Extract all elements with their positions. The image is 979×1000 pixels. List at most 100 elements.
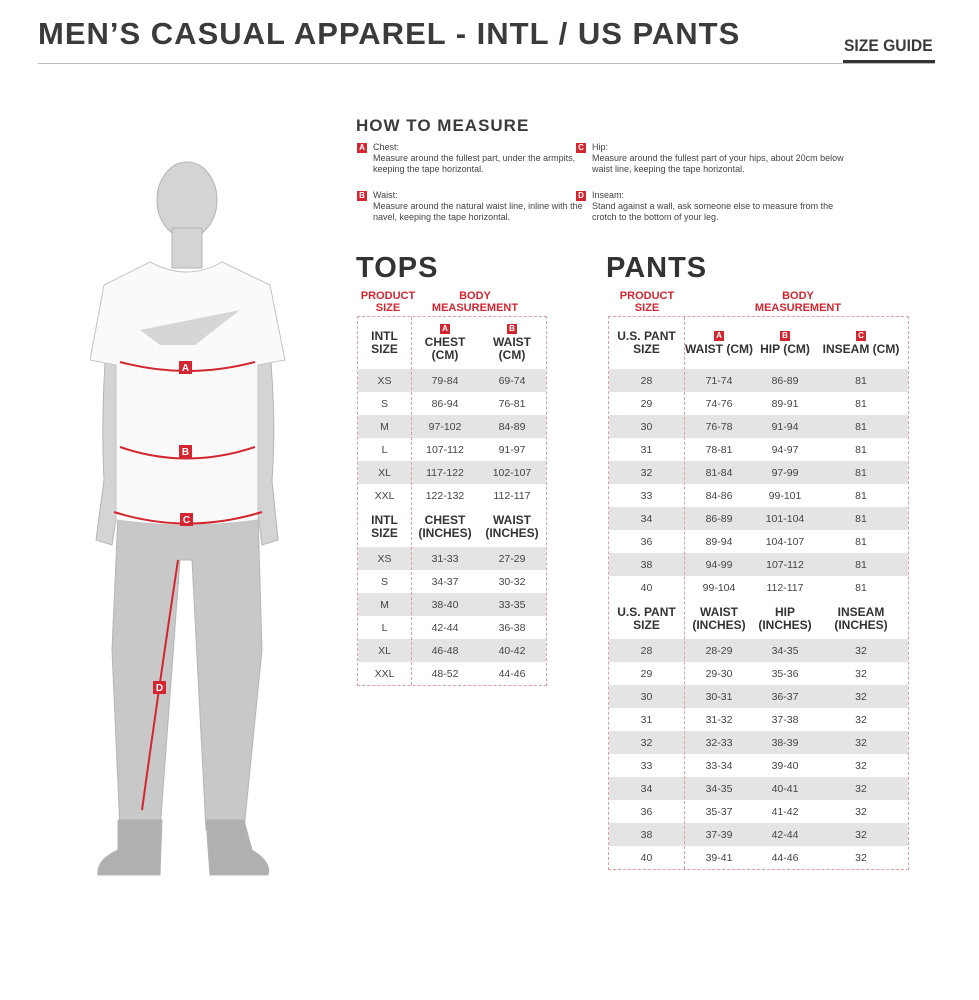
header-text: U.S. PANT SIZE [617,605,676,632]
table-cell: 30 [640,690,653,703]
tops-title: TOPS [356,252,439,284]
table-cell: 79-84 [431,374,459,387]
table-cell: XXL [374,667,395,680]
table-cell: 34-37 [431,575,459,588]
table-cell: M [380,598,389,611]
table-cell: 86-89 [705,512,733,525]
table-cell: 32 [640,736,653,749]
table-cell: 99-101 [768,489,802,502]
table-cell: XL [378,644,391,657]
pants-product-size: PRODUCT SIZE [619,290,675,314]
tops-product-size: PRODUCT SIZE [360,290,416,314]
column-header: WAIST (INCHES) [479,514,545,540]
marker-badge: A [440,324,450,334]
header-text: U.S. PANT SIZE [617,329,676,356]
pants-table: U.S. PANT SIZE A WAIST (CM) B HIP (CM) C INSEA… [608,316,909,870]
header-text: INTL SIZE [371,329,398,356]
table-cell: 29-30 [705,667,733,680]
table-cell: 81 [855,489,867,502]
table-cell: 32 [855,805,867,818]
column-header: CHEST (INCHES) [411,514,479,540]
table-cell: 34-35 [771,644,799,657]
table-row: 30 76-78 91-94 81 [609,415,908,438]
table-cell: 31-33 [431,552,459,565]
table-cell: 31 [640,713,653,726]
table-cell: 91-97 [498,443,526,456]
table-row: M 97-102 84-89 [358,415,546,438]
table-cell: 36 [640,805,653,818]
column-header: U.S. PANT SIZE [609,330,684,356]
table-cell: 91-94 [771,420,799,433]
column-header: INTL SIZE [358,330,411,356]
measure-text: Measure around the fullest part of your … [592,153,844,174]
header-text: CHEST (CM) [424,335,466,362]
table-cell: 97-102 [428,420,462,433]
table-row: 40 99-104 112-117 81 [609,576,908,599]
table-row: XS 31-33 27-29 [358,547,546,570]
table-cell: 32 [855,667,867,680]
table-cell: 76-78 [705,420,733,433]
table-row: 36 89-94 104-107 81 [609,530,908,553]
table-cell: 94-99 [705,558,733,571]
table-cell: M [380,420,389,433]
table-cell: 81 [855,420,867,433]
table-cell: 35-36 [771,667,799,680]
page-title: MEN’S CASUAL APPAREL - INTL / US PANTS [38,16,741,51]
header-text: WAIST (INCHES) [692,605,746,632]
table-header-row: U.S. PANT SIZE A WAIST (CM) B HIP (CM) C INSEA… [609,317,908,369]
table-cell: 32-33 [705,736,733,749]
column-header: WAIST (INCHES) [684,606,754,632]
table-cell: XL [378,466,391,479]
table-cell: 34 [640,782,653,795]
table-cell: L [381,443,388,456]
table-cell: 84-89 [498,420,526,433]
table-header-row: INTL SIZE CHEST (INCHES) WAIST (INCHES) [358,507,546,547]
table-cell: 44-46 [771,851,799,864]
table-cell: 81 [855,581,867,594]
measure-item: A Chest: Measure around the fullest part, … [357,142,583,175]
table-cell: 33-34 [705,759,733,772]
column-header: B WAIST (CM) [479,324,545,362]
table-cell: 117-122 [426,466,464,479]
table-row: 32 32-33 38-39 32 [609,731,908,754]
table-cell: 33-35 [498,598,526,611]
measure-item: C Hip: Measure around the fullest part of … [576,142,852,175]
measure-text: Measure around the fullest part, under t… [373,153,576,174]
table-row: S 34-37 30-32 [358,570,546,593]
column-divider [684,317,685,869]
table-cell: S [380,575,388,588]
table-cell: 30-31 [705,690,733,703]
column-header: INSEAM (INCHES) [816,606,906,632]
marker-badge: D [576,190,586,201]
table-cell: 101-104 [765,512,805,525]
marker-a: A [182,363,189,374]
table-row: 31 31-32 37-38 32 [609,708,908,731]
header-text: WAIST (CM) [493,335,531,362]
table-cell: 99-104 [702,581,736,594]
table-row: 32 81-84 97-99 81 [609,461,908,484]
table-row: 34 34-35 40-41 32 [609,777,908,800]
table-cell: 40-41 [771,782,799,795]
column-header: INTL SIZE [358,514,411,540]
header-text: CHEST (INCHES) [418,513,472,540]
column-header: B HIP (CM) [754,330,816,356]
table-cell: XS [377,552,392,565]
table-row: 38 94-99 107-112 81 [609,553,908,576]
table-row: S 86-94 76-81 [358,392,546,415]
header-text: HIP (INCHES) [758,605,812,632]
t-shirt [89,261,286,526]
marker-b: B [182,447,189,458]
table-cell: 34-35 [705,782,733,795]
table-cell: 38-40 [431,598,459,611]
header-text: HIP (CM) [760,341,810,356]
table-cell: 86-89 [771,374,799,387]
table-cell: XXL [374,489,395,502]
table-row: 30 30-31 36-37 32 [609,685,908,708]
header-text: WAIST (CM) [685,341,753,356]
pants-body-measurement: BODY MEASUREMENT [754,290,842,314]
how-to-measure-title: HOW TO MEASURE [356,116,530,135]
table-cell: 32 [855,851,867,864]
table-row: 28 28-29 34-35 32 [609,639,908,662]
table-cell: 104-107 [765,535,805,548]
table-header-row: INTL SIZE A CHEST (CM) B WAIST (CM) [358,317,546,369]
